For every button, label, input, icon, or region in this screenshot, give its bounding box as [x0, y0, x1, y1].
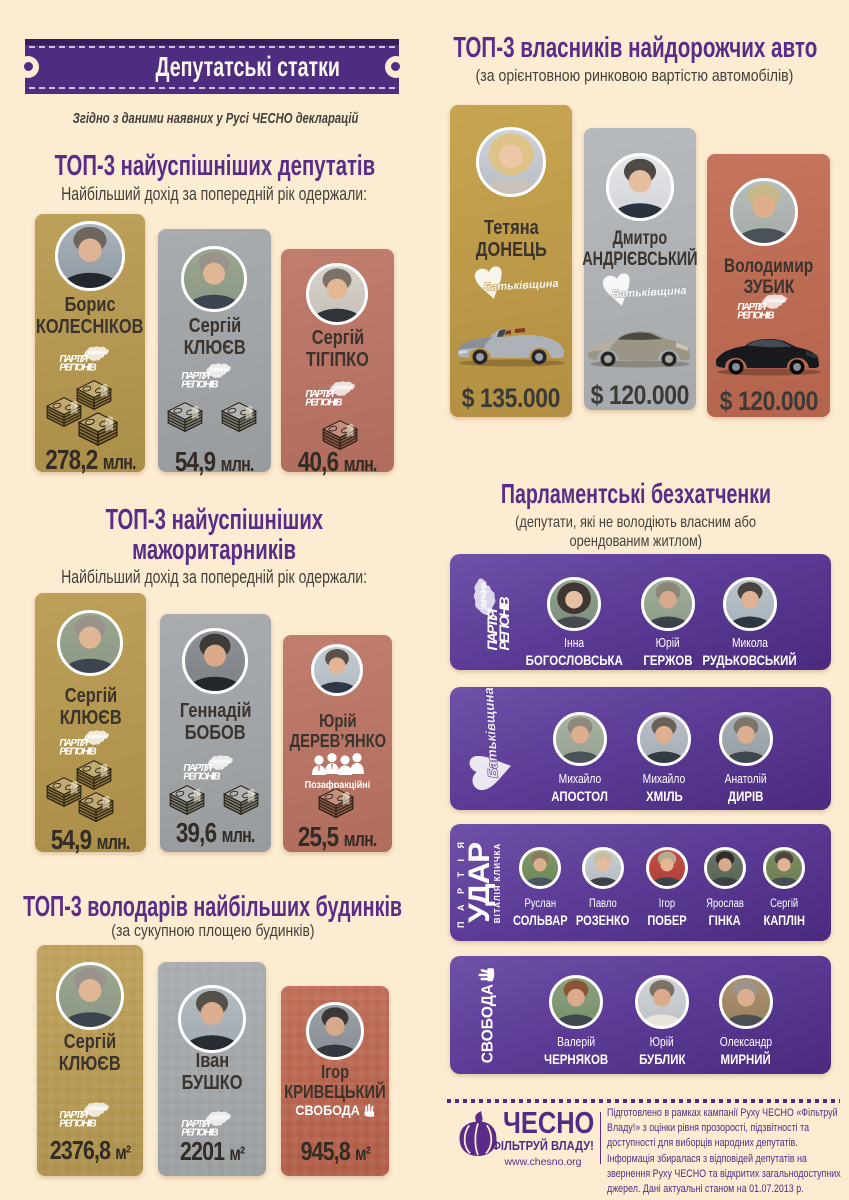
svg-text:ПАРТІЯ: ПАРТІЯ	[181, 1119, 211, 1130]
svg-text:РЕГІОНІВ: РЕГІОНІВ	[737, 311, 774, 322]
svg-text:ПАРТІЯ: ПАРТІЯ	[181, 371, 211, 382]
svg-text:РЕГІОНІВ: РЕГІОНІВ	[181, 380, 218, 391]
svg-text:РЕГІОНІВ: РЕГІОНІВ	[59, 747, 96, 758]
svg-text:РЕГІОНІВ: РЕГІОНІВ	[305, 398, 342, 409]
svg-text:Батьківщина: Батьківщина	[481, 687, 501, 778]
svg-text:УКРАЇНА: УКРАЇНА	[211, 759, 231, 766]
svg-text:ПАРТІЯ: ПАРТІЯ	[183, 763, 213, 774]
svg-text:ПАРТІЯ: ПАРТІЯ	[59, 1110, 89, 1121]
svg-text:УКРАЇНА: УКРАЇНА	[87, 1106, 107, 1113]
svg-text:ПАРТІЯ: ПАРТІЯ	[59, 354, 89, 365]
svg-text:РЕГІОНІВ: РЕГІОНІВ	[497, 597, 513, 651]
svg-text:ПАРТІЯ: ПАРТІЯ	[305, 389, 335, 400]
svg-text:УКРАЇНА: УКРАЇНА	[87, 350, 107, 357]
svg-text:РЕГІОНІВ: РЕГІОНІВ	[183, 772, 220, 783]
svg-text:РЕГІОНІВ: РЕГІОНІВ	[181, 1128, 218, 1139]
svg-text:УКРАЇНА: УКРАЇНА	[333, 385, 353, 392]
svg-text:ПАРТІЯ: ПАРТІЯ	[59, 738, 89, 749]
svg-text:УКРАЇНА: УКРАЇНА	[209, 367, 229, 374]
svg-text:Батьківщина: Батьківщина	[611, 285, 687, 301]
svg-text:РЕГІОНІВ: РЕГІОНІВ	[59, 1119, 96, 1130]
svg-text:УКРАЇНА: УКРАЇНА	[87, 734, 107, 741]
svg-text:УКРАЇНА: УКРАЇНА	[209, 1115, 229, 1122]
svg-text:ПАРТІЯ: ПАРТІЯ	[485, 608, 501, 651]
svg-text:ПАРТІЯ: ПАРТІЯ	[737, 302, 767, 313]
svg-text:УКРАЇНА: УКРАЇНА	[479, 581, 488, 611]
svg-text:РЕГІОНІВ: РЕГІОНІВ	[59, 363, 96, 374]
svg-text:УКРАЇНА: УКРАЇНА	[765, 298, 785, 305]
svg-text:Батьківщина: Батьківщина	[483, 278, 559, 294]
